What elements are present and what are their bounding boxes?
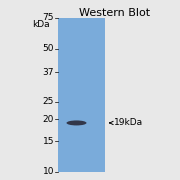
Text: 75: 75 [42, 14, 54, 22]
Text: 50: 50 [42, 44, 54, 53]
Text: 25: 25 [43, 97, 54, 106]
Text: 37: 37 [42, 68, 54, 76]
Bar [58, 18, 105, 172]
Text: 10: 10 [42, 168, 54, 177]
Ellipse shape [66, 120, 87, 125]
Text: 20: 20 [43, 114, 54, 123]
Text: kDa: kDa [32, 20, 50, 29]
Text: 19kDa: 19kDa [114, 118, 143, 127]
Text: Western Blot: Western Blot [79, 8, 150, 18]
Text: 15: 15 [42, 136, 54, 145]
